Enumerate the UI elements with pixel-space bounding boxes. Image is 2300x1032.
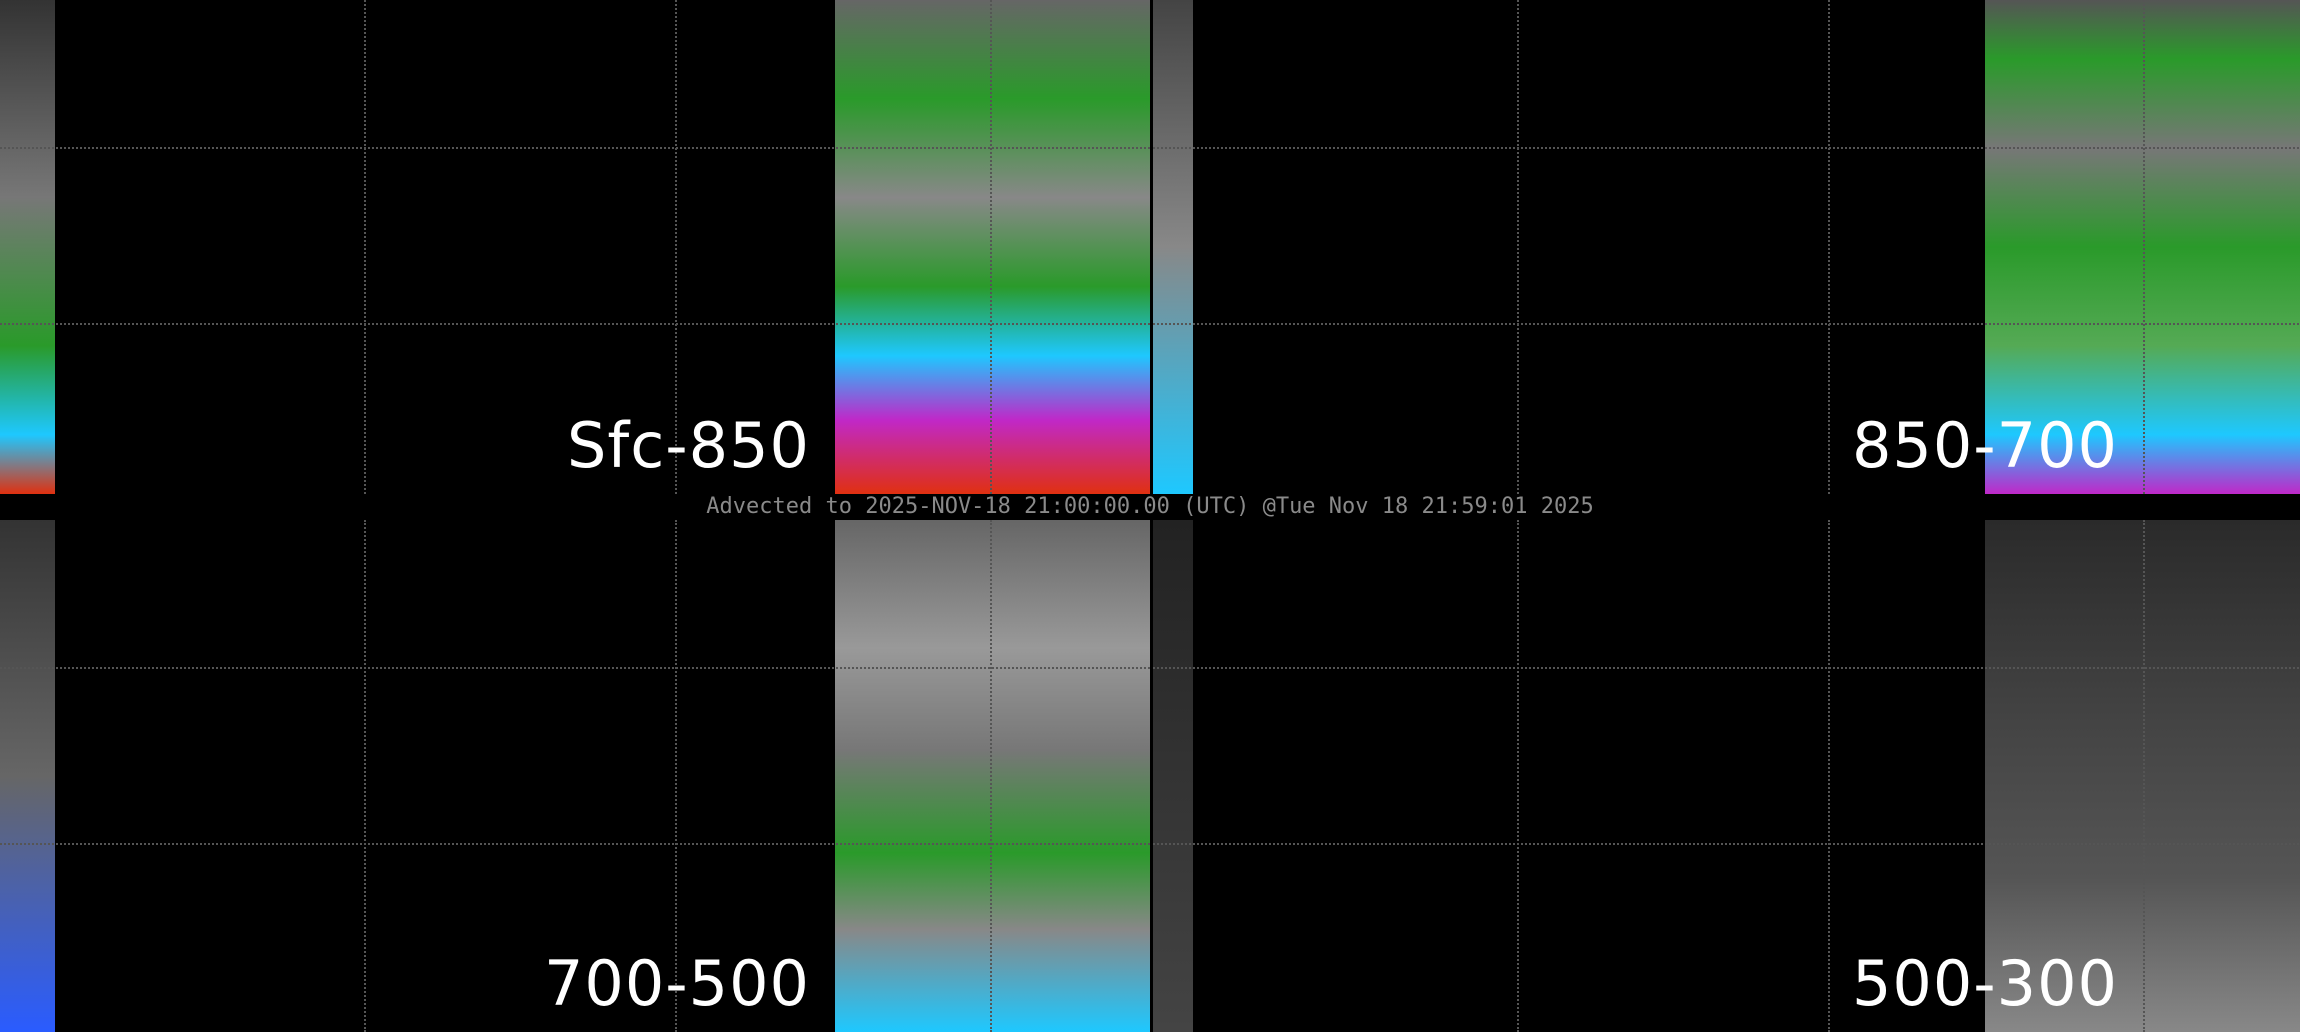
grid-line (990, 520, 992, 1032)
grid-line (364, 520, 366, 1032)
grid-line (0, 667, 1150, 669)
map-panel-850-700: 850-700 (1153, 0, 2300, 494)
map-panel-700-500: 700-500 (0, 520, 1150, 1032)
grid-line (1828, 0, 1830, 494)
grid-line (1153, 843, 2300, 845)
imagery-strip-west (0, 520, 55, 1032)
grid-line (1153, 147, 2300, 149)
map-panel-500-300: 500-300 (1153, 520, 2300, 1032)
grid-line (0, 843, 1150, 845)
grid-line (1153, 323, 2300, 325)
grid-line (2143, 0, 2145, 494)
imagery-strip-west (1153, 520, 1193, 1032)
grid-line (364, 0, 366, 494)
grid-line (675, 520, 677, 1032)
panel-label: Sfc-850 (567, 409, 810, 482)
satellite-imagery (835, 0, 1150, 494)
imagery-strip-west (1153, 0, 1193, 494)
panel-label: 850-700 (1851, 409, 2118, 482)
grid-line (1153, 667, 2300, 669)
grid-line (1517, 520, 1519, 1032)
grid-line (0, 147, 1150, 149)
satellite-imagery (1985, 520, 2300, 1032)
grid-line (0, 323, 1150, 325)
grid-line (2143, 520, 2145, 1032)
map-panel-sfc-850: Sfc-850 (0, 0, 1150, 494)
panel-label: 700-500 (543, 947, 810, 1020)
panel-label: 500-300 (1851, 947, 2118, 1020)
grid-line (1828, 520, 1830, 1032)
advection-timestamp-caption: Advected to 2025-NOV-18 21:00:00.00 (UTC… (706, 494, 1594, 519)
satellite-imagery (1985, 0, 2300, 494)
grid-line (990, 0, 992, 494)
satellite-imagery (835, 520, 1150, 1032)
grid-line (1517, 0, 1519, 494)
grid-line (675, 0, 677, 494)
imagery-strip-west (0, 0, 55, 494)
